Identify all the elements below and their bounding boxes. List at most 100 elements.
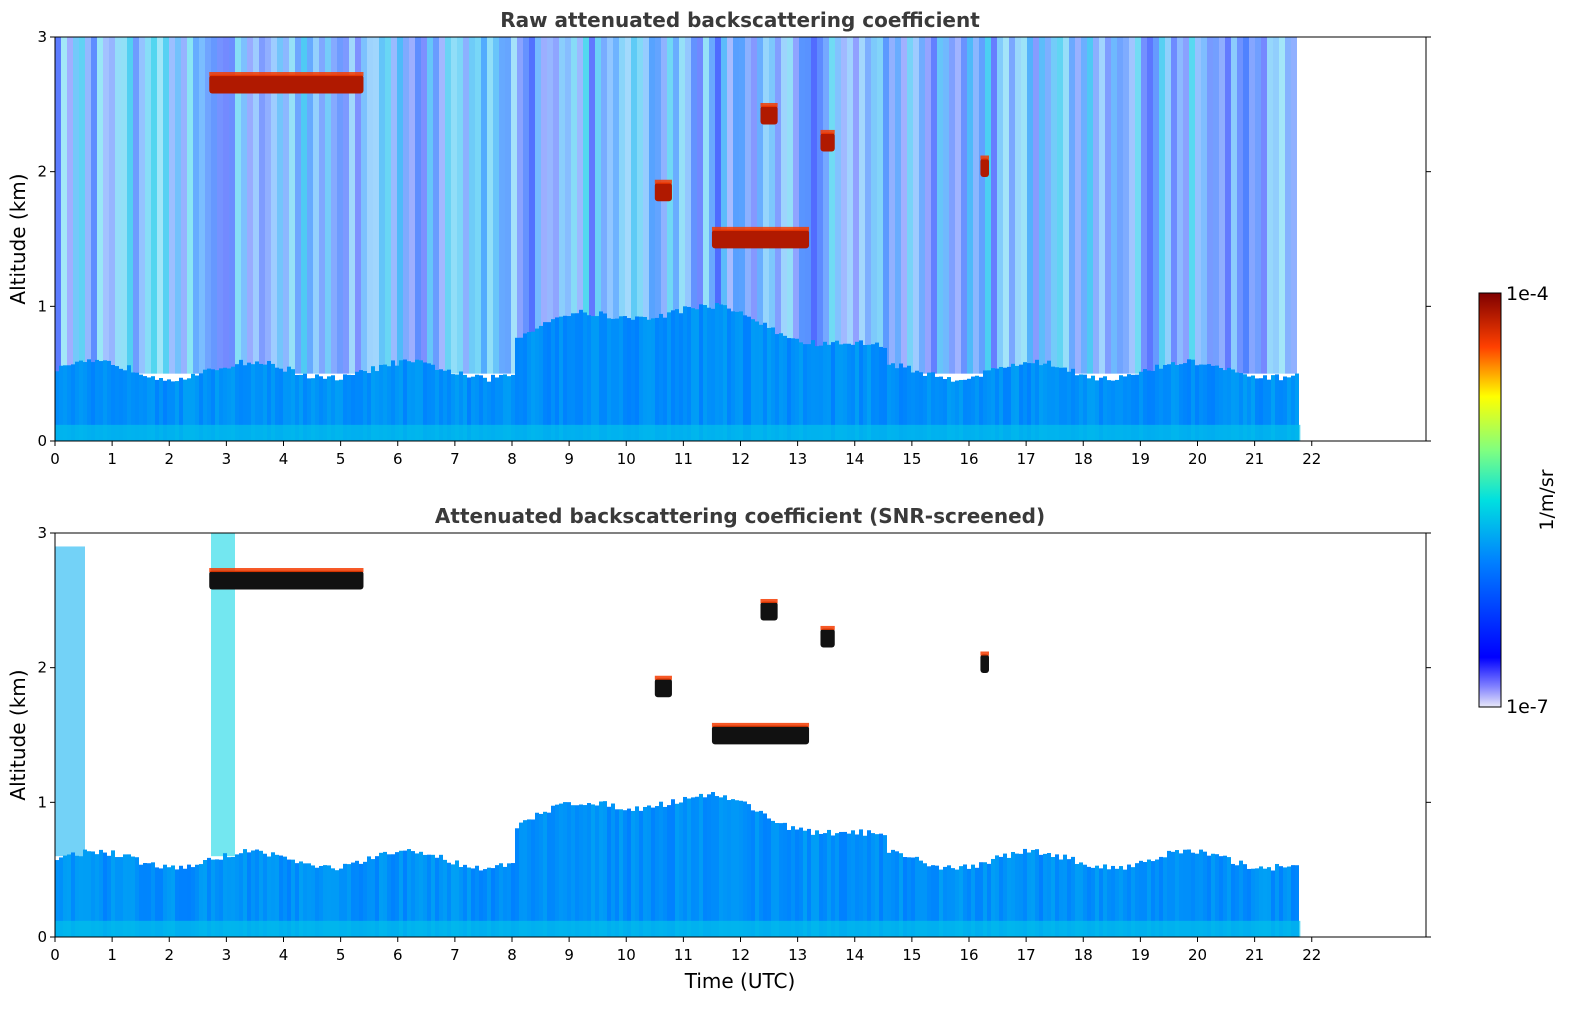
mixed-layer-column: [215, 370, 219, 441]
mixed-layer-column: [655, 806, 659, 937]
mixed-layer-column: [1099, 377, 1103, 441]
mixed-layer-column: [587, 315, 591, 441]
noise-column: [487, 37, 493, 374]
mixed-layer-column: [623, 810, 627, 937]
mixed-layer-column: [803, 830, 807, 937]
mixed-layer-column: [479, 870, 483, 937]
mixed-layer-column: [1147, 370, 1151, 441]
mixed-layer-column: [811, 340, 815, 441]
mixed-layer-column: [647, 319, 651, 441]
mixed-layer-column: [1235, 372, 1239, 441]
mixed-layer-column: [651, 807, 655, 937]
cloud-edge: [209, 568, 364, 573]
mixed-layer-column: [527, 332, 531, 441]
mixed-layer-column: [1223, 370, 1227, 441]
mixed-layer-column: [1267, 867, 1271, 937]
mixed-layer-column: [1159, 368, 1163, 441]
mixed-layer-column: [523, 333, 527, 441]
mixed-layer-column: [1215, 854, 1219, 937]
mixed-layer-column: [231, 366, 235, 441]
noise-column: [859, 37, 865, 374]
mixed-layer-column: [659, 313, 663, 441]
mixed-layer-column: [943, 866, 947, 937]
mixed-layer-column: [1191, 359, 1195, 441]
noise-column: [967, 37, 973, 374]
mixed-layer-column: [1199, 364, 1203, 441]
mixed-layer-column: [835, 340, 839, 441]
mixed-layer-column: [1155, 859, 1159, 937]
x-tick-label: 16: [959, 450, 978, 468]
mixed-layer-column: [615, 318, 619, 441]
mixed-layer-column: [503, 866, 507, 937]
mixed-layer-column: [127, 365, 131, 441]
mixed-layer-column: [1123, 376, 1127, 441]
mixed-layer-column: [791, 338, 795, 441]
mixed-layer-column: [343, 863, 347, 937]
mixed-layer-column: [1091, 867, 1095, 937]
noise-column: [757, 37, 763, 374]
mixed-layer-column: [979, 376, 983, 441]
mixed-layer-column: [863, 345, 867, 441]
noise-column: [739, 37, 745, 374]
mixed-layer-column: [1035, 359, 1039, 441]
mixed-layer-column: [1291, 375, 1295, 441]
mixed-layer-column: [603, 313, 607, 441]
mixed-layer-column: [279, 368, 283, 441]
noise-column: [523, 37, 529, 374]
mixed-layer-column: [171, 865, 175, 937]
mixed-layer-column: [535, 812, 539, 937]
mixed-layer-column: [239, 359, 243, 441]
mixed-layer-column: [87, 851, 91, 937]
noise-column: [463, 37, 469, 374]
noise-column: [127, 37, 133, 374]
mixed-layer-column: [583, 312, 587, 441]
mixed-layer-column: [551, 319, 555, 441]
mixed-layer-column: [147, 863, 151, 937]
mixed-layer-column: [1271, 375, 1275, 441]
mixed-layer-column: [287, 859, 291, 937]
mixed-layer-column: [199, 864, 203, 937]
mixed-layer-column: [967, 378, 971, 441]
mixed-layer-column: [1067, 371, 1071, 441]
aerosol-column: [217, 533, 223, 857]
x-tick-label: 12: [731, 450, 750, 468]
mixed-layer-column: [183, 379, 187, 441]
mixed-layer-column: [275, 367, 279, 441]
mixed-layer-column: [1055, 854, 1059, 937]
mixed-layer-column: [887, 852, 891, 937]
mixed-layer-column: [1247, 376, 1251, 441]
mixed-layer-column: [195, 375, 199, 441]
mixed-layer-column: [783, 822, 787, 937]
mixed-layer-column: [1095, 380, 1099, 441]
mixed-layer-column: [651, 318, 655, 441]
noise-column: [493, 37, 499, 374]
cloud-edge: [980, 155, 989, 160]
noise-column: [577, 37, 583, 374]
noise-column: [961, 37, 967, 374]
mixed-layer-column: [855, 341, 859, 441]
mixed-layer-column: [1207, 364, 1211, 441]
mixed-layer-column: [275, 854, 279, 937]
mixed-layer-column: [963, 379, 967, 441]
mixed-layer-column: [1139, 371, 1143, 441]
mixed-layer-column: [1287, 866, 1291, 937]
mixed-layer-column: [55, 860, 59, 937]
mixed-layer-column: [1143, 369, 1147, 441]
mixed-layer-column: [1255, 378, 1259, 441]
mixed-layer-column: [907, 857, 911, 937]
mixed-layer-column: [519, 822, 523, 937]
mixed-layer-column: [451, 374, 455, 441]
mixed-layer-column: [631, 319, 635, 441]
mixed-layer-column: [547, 322, 551, 441]
mixed-layer-column: [1043, 363, 1047, 441]
mixed-layer-column: [1087, 378, 1091, 441]
mixed-layer-column: [843, 831, 847, 937]
mixed-layer-column: [247, 852, 251, 937]
mixed-layer-column: [915, 370, 919, 441]
mixed-layer-column: [375, 856, 379, 937]
noise-column: [913, 37, 919, 374]
mixed-layer-column: [335, 380, 339, 441]
mixed-layer-column: [695, 309, 699, 441]
panel2-heatmap: [55, 533, 1301, 937]
